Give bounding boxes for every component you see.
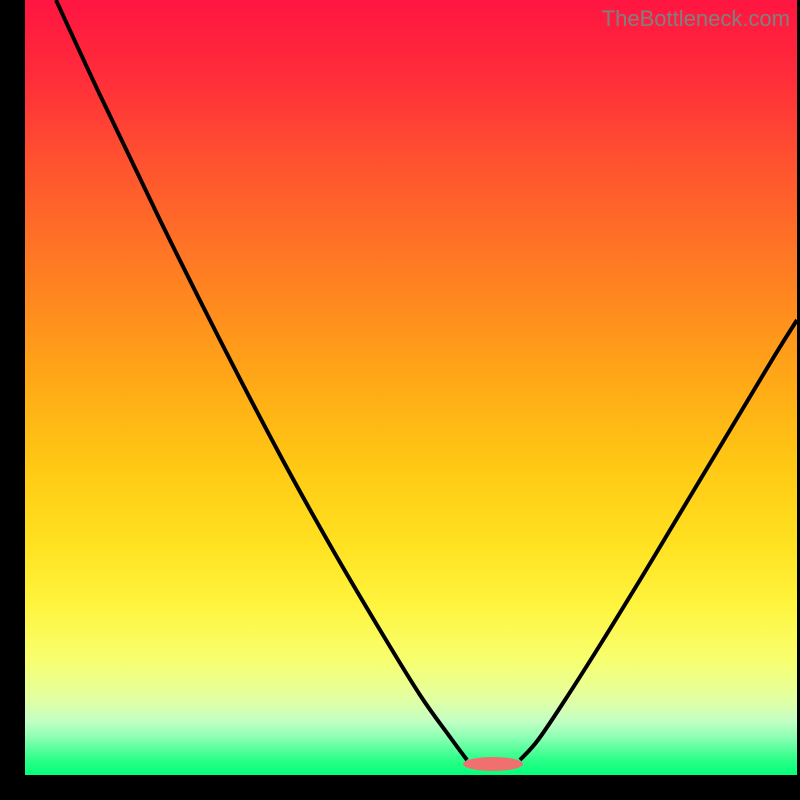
watermark-text: TheBottleneck.com (602, 6, 790, 32)
minimum-marker (463, 757, 523, 771)
plot-background (25, 0, 797, 775)
bottleneck-chart: TheBottleneck.com (0, 0, 800, 800)
axis-border-left (0, 0, 25, 800)
axis-border-bottom (0, 775, 800, 800)
chart-svg (0, 0, 800, 800)
